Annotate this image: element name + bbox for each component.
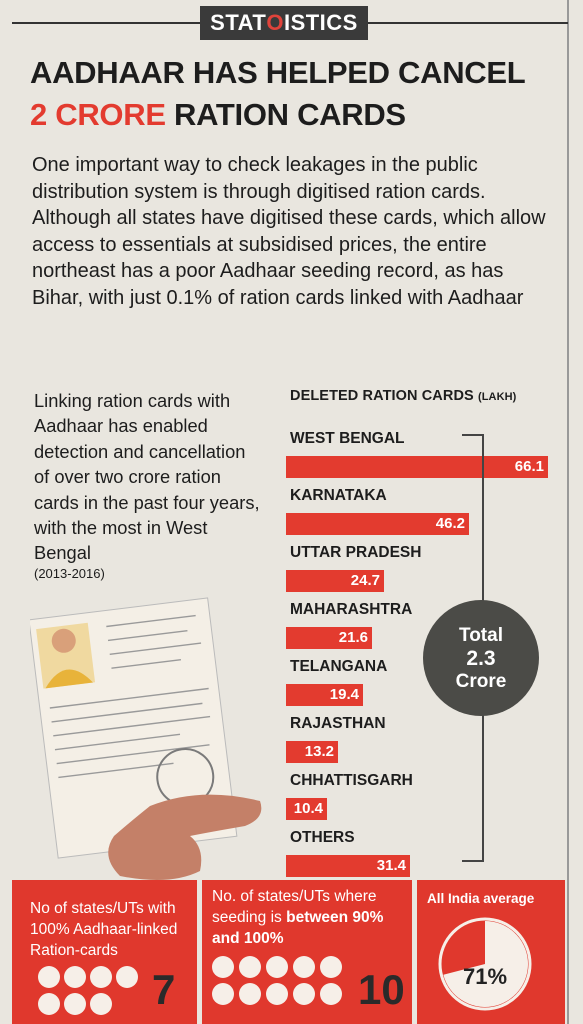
category-label: CHHATTISGARH: [290, 772, 413, 789]
category-label: OTHERS: [290, 829, 355, 846]
hand: [108, 794, 262, 880]
statoistics-badge: STAT O ISTICS: [200, 6, 368, 40]
panel2-label-bold: between 90% and 100%: [212, 909, 384, 947]
year-range: (2013-2016): [34, 566, 105, 581]
bar: [286, 684, 363, 706]
bar-value-label: 46.2: [435, 515, 465, 532]
side-description: Linking ration cards with Aadhaar has en…: [34, 390, 260, 564]
person-body: [45, 669, 94, 689]
bar: [286, 627, 372, 649]
count-dot: [293, 983, 315, 1005]
chart-title: DELETED RATION CARDS (LAKH): [290, 388, 516, 404]
count-dot: [266, 956, 288, 978]
average-pie: 71%: [438, 917, 532, 1011]
total-unit: Crore: [455, 670, 507, 692]
count-dot: [320, 956, 342, 978]
person-head: [51, 628, 76, 653]
pie-value-label: 71%: [463, 964, 507, 989]
panel2-value: 10: [358, 966, 405, 1013]
bar-value-label: 24.7: [350, 572, 380, 589]
count-dot: [212, 956, 234, 978]
category-label: KARNATAKA: [290, 487, 387, 504]
count-dot: [38, 993, 60, 1015]
header-rule-right: [368, 22, 568, 24]
total-value: 2.3: [466, 646, 496, 670]
count-dot: [38, 966, 60, 988]
count-dot: [320, 983, 342, 1005]
bar: [286, 855, 410, 877]
headline-highlight: 2 CRORE: [30, 97, 166, 132]
pie-slice: [443, 921, 528, 1007]
panel2-label: No. of states/UTs where seeding is betwe…: [212, 886, 407, 949]
count-dot: [239, 956, 261, 978]
panel1-value: 7: [152, 966, 176, 1013]
bar-value-label: 19.4: [329, 686, 359, 703]
panel-partial-seeding: No. of states/UTs where seeding is betwe…: [202, 880, 412, 1024]
bar: [286, 513, 469, 535]
count-dot: [293, 956, 315, 978]
bar: [286, 741, 338, 763]
category-label: RAJASTHAN: [290, 715, 386, 732]
count-dot: [266, 983, 288, 1005]
panel-average: All India average 71%: [417, 880, 565, 1024]
count-dot: [64, 993, 86, 1015]
count-dot: [90, 966, 112, 988]
panel3-label: All India average: [427, 891, 535, 906]
count-dot: [116, 966, 138, 988]
count-dot: [239, 983, 261, 1005]
card-text-lines: [49, 614, 211, 779]
bar: [286, 570, 384, 592]
badge-text-highlight: O: [266, 10, 284, 35]
bar-value-label: 13.2: [304, 743, 334, 760]
header-rule-left: [12, 22, 200, 24]
chart-unit: (LAKH): [477, 391, 517, 403]
headline-line2: RATION CARDS: [165, 97, 406, 132]
badge-text-post: ISTICS: [283, 10, 358, 35]
category-label: MAHARASHTRA: [290, 601, 413, 618]
category-label: WEST BENGAL: [290, 430, 405, 447]
bar-value-label: 66.1: [514, 458, 544, 475]
category-label: TELANGANA: [290, 658, 388, 675]
column-divider: [567, 0, 569, 1024]
total-label: Total: [459, 624, 503, 646]
panel2-label-pre: No. of states/UTs where seeding is: [212, 888, 377, 926]
count-dot: [64, 966, 86, 988]
category-label: UTTAR PRADESH: [290, 544, 422, 561]
photo-frame: [36, 622, 96, 689]
bar-value-label: 31.4: [376, 857, 406, 874]
bar-value-label: 21.6: [338, 629, 368, 646]
headline: AADHAAR HAS HELPED CANCEL 2 CRORE RATION…: [30, 52, 526, 136]
badge-text-pre: STAT: [210, 10, 267, 35]
count-dot: [90, 993, 112, 1015]
total-circle: Total 2.3 Crore: [423, 600, 539, 716]
bar: [286, 798, 327, 820]
panel-full-seeding: No of states/UTs with 100% Aadhaar-linke…: [12, 880, 197, 1024]
intro-paragraph: One important way to check leakages in t…: [32, 154, 546, 309]
count-dot: [212, 983, 234, 1005]
panel1-label: No of states/UTs with 100% Aadhaar-linke…: [30, 900, 178, 959]
ration-card-illustration: [30, 597, 262, 880]
bar-value-label: 10.4: [293, 800, 323, 817]
chart-title-text: DELETED RATION CARDS: [290, 388, 474, 404]
headline-line1: AADHAAR HAS HELPED CANCEL: [30, 55, 526, 90]
